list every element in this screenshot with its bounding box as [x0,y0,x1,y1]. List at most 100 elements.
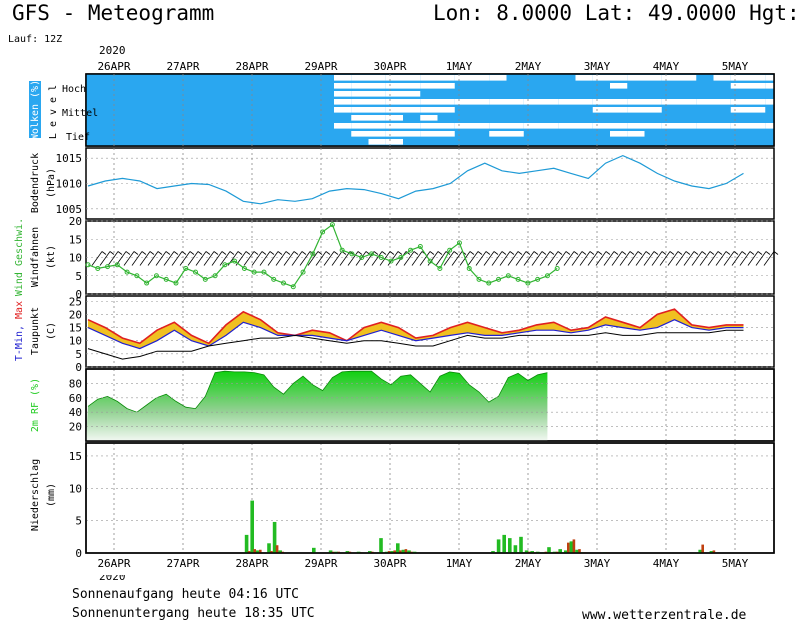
temperature-tick-label: 0 [75,361,82,374]
panel-frame-rh-top [85,368,775,442]
cloud-gap [334,107,352,113]
wind-barb-flag [485,251,491,255]
wind-point [85,262,91,268]
wind-barb [275,251,287,266]
wind-barb-flag [629,251,635,255]
wind-barb [619,251,631,266]
wind-barb [339,251,351,266]
wind-barb [355,251,367,266]
wind-barb-flag [597,251,603,255]
precip-bar [250,500,254,553]
precip-bar [519,536,523,553]
cloud-gap [403,131,421,137]
precip-bar [530,551,534,553]
wind-barb [395,251,407,266]
wind-barb [195,251,207,266]
wind-point [124,269,130,275]
cloud-gap [610,83,628,89]
wind-ylabel: Wind Geschwi. [14,218,25,296]
cloud-gap [765,75,774,81]
cloud-gap [403,99,421,105]
wind-barb [571,251,583,266]
wind-point [554,265,560,271]
cloud-gap [730,83,748,89]
pressure-tick-label: 1005 [56,203,83,216]
precip-bar [709,551,714,553]
wind-barb-flag [669,251,675,255]
wind-barb [107,251,119,266]
cloud-gap [575,99,593,105]
cloud-gap [368,91,386,97]
cloud-gap [696,99,714,105]
wind-barb-flag [733,251,739,255]
cloud-gap [385,107,403,113]
panel-frame-clouds-top [85,73,775,147]
wind-barb [307,251,319,266]
panel-frame-wind [85,220,775,295]
wind-barb [331,251,343,266]
cloud-gap [334,123,352,129]
wind-barb-flag [477,251,483,255]
wind-point [398,255,404,260]
panel-frame-temperature [85,295,775,368]
precip-tick-label: 15 [69,450,82,463]
wind-barb-flag [429,251,435,255]
wind-barb-flag [501,251,507,255]
precip-bar [379,538,383,553]
wind-barb [659,251,671,266]
wind-barb [539,251,551,266]
cloud-gap [644,75,662,81]
wind-barb-flag [661,251,667,255]
precip-conv-bar [270,551,273,553]
cloud-gap [437,123,455,129]
cloud-gap [713,75,731,81]
precip-bar [272,521,277,553]
wind-barb-flag [197,251,203,255]
cloud-gap [368,83,386,89]
wind-barb-flag [741,251,747,255]
wind-barb [531,251,543,266]
wind-barb [707,251,719,266]
bottom-date-label: 2MAY [515,557,542,570]
location-info: Lon: 8.0000 Lat: 49.0000 Hgt: 18 [433,1,800,25]
precip-bar [368,551,372,553]
website-link[interactable]: www.wetterzentrale.de [582,608,747,623]
wind-barb-flag [613,251,619,255]
wind-barb-flag [533,251,539,255]
wind-barb [667,251,679,266]
cloud-gap [506,123,524,129]
run-info: Lauf: 12Z [8,34,62,45]
wind-barb [563,251,575,266]
wind-barb [483,251,495,266]
wind-barb [411,251,423,266]
cloud-gap [385,99,403,105]
cloud-gap [454,123,472,129]
wind-point [261,269,267,275]
wind-barb [755,251,767,266]
cloud-gap [523,99,541,105]
wind-tick-label: 15 [69,233,82,246]
wind-barb [475,251,487,266]
rh-ylabel-group: 2m RF (%) [30,378,41,432]
cloud-gap [385,115,403,121]
wind-point [476,276,482,282]
cloud-gap [385,83,403,89]
cloud-gap [592,107,610,113]
cloud-gap [351,123,369,129]
cloud-gap [575,123,593,129]
wind-point [153,273,159,279]
wind-barb [299,251,311,266]
pressure-ylabel2: (hPa) [46,168,57,198]
wind-barb [243,251,255,266]
wind-barb [739,251,751,266]
wind-barb [323,251,335,266]
cloud-gap [385,75,403,81]
rh-area [86,371,774,441]
cloud-gap [506,131,524,137]
cloud-gap [627,131,645,137]
chart-title: GFS - Meteogramm [12,1,214,25]
precip-bar [496,539,501,553]
wind-barb-flag [373,251,379,255]
wind-point [212,273,218,279]
cloud-gap [661,123,679,129]
